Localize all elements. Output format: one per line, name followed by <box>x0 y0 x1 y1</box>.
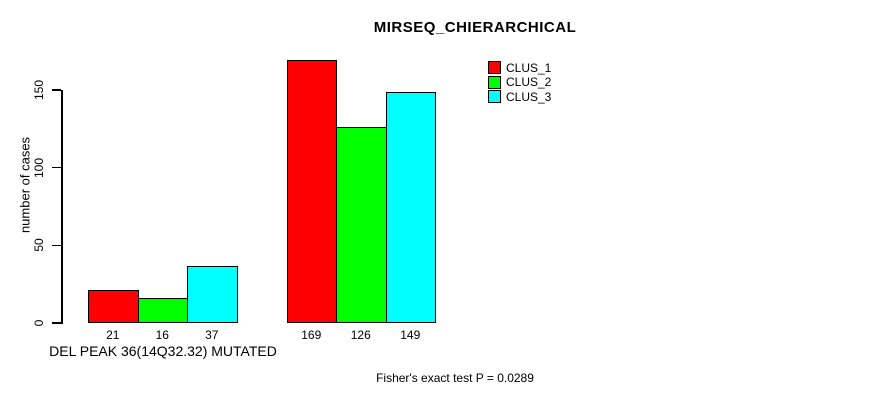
bar-value-label: 37 <box>205 328 219 342</box>
y-axis-tick <box>52 166 61 169</box>
bar <box>286 60 337 323</box>
chart-title: MIRSEQ_CHIERARCHICAL <box>373 19 577 36</box>
legend-color-swatch <box>488 90 501 103</box>
bar-value-label: 16 <box>155 328 169 342</box>
bar <box>137 298 188 323</box>
legend-item-label: CLUS_2 <box>506 75 552 89</box>
legend-item: CLUS_2 <box>488 75 552 89</box>
legend: CLUS_1 CLUS_2 CLUS_3 <box>488 61 551 105</box>
bar <box>336 127 387 323</box>
y-axis-label: number of cases <box>17 136 33 234</box>
y-axis-tick-label: 100 <box>32 157 46 178</box>
y-axis-line <box>61 90 63 324</box>
bar-value-label: 149 <box>400 328 421 342</box>
legend-item-label: CLUS_1 <box>506 60 552 75</box>
y-axis-tick-label: 50 <box>32 238 46 253</box>
bar-value-label: 126 <box>350 328 371 342</box>
y-axis-tick-label: 0 <box>32 319 46 327</box>
y-axis-tick <box>52 244 61 247</box>
annotation-text: Fisher's exact test P = 0.0289 <box>376 371 534 385</box>
bar-value-label: 21 <box>106 328 120 342</box>
legend-item: CLUS_1 <box>488 60 552 75</box>
x-axis-label: DEL PEAK 36(14Q32.32) MUTATED <box>49 343 277 359</box>
y-axis-tick <box>52 89 61 91</box>
bar <box>88 290 139 323</box>
bar <box>187 265 238 323</box>
y-axis-tick <box>52 322 61 324</box>
legend-item-label: CLUS_3 <box>506 89 552 104</box>
legend-color-swatch <box>488 75 501 89</box>
legend-item: CLUS_3 <box>488 89 552 104</box>
y-axis-tick-label: 150 <box>32 79 46 101</box>
bar <box>385 91 436 323</box>
bar-value-label: 169 <box>301 328 322 342</box>
legend-color-swatch <box>488 61 501 74</box>
